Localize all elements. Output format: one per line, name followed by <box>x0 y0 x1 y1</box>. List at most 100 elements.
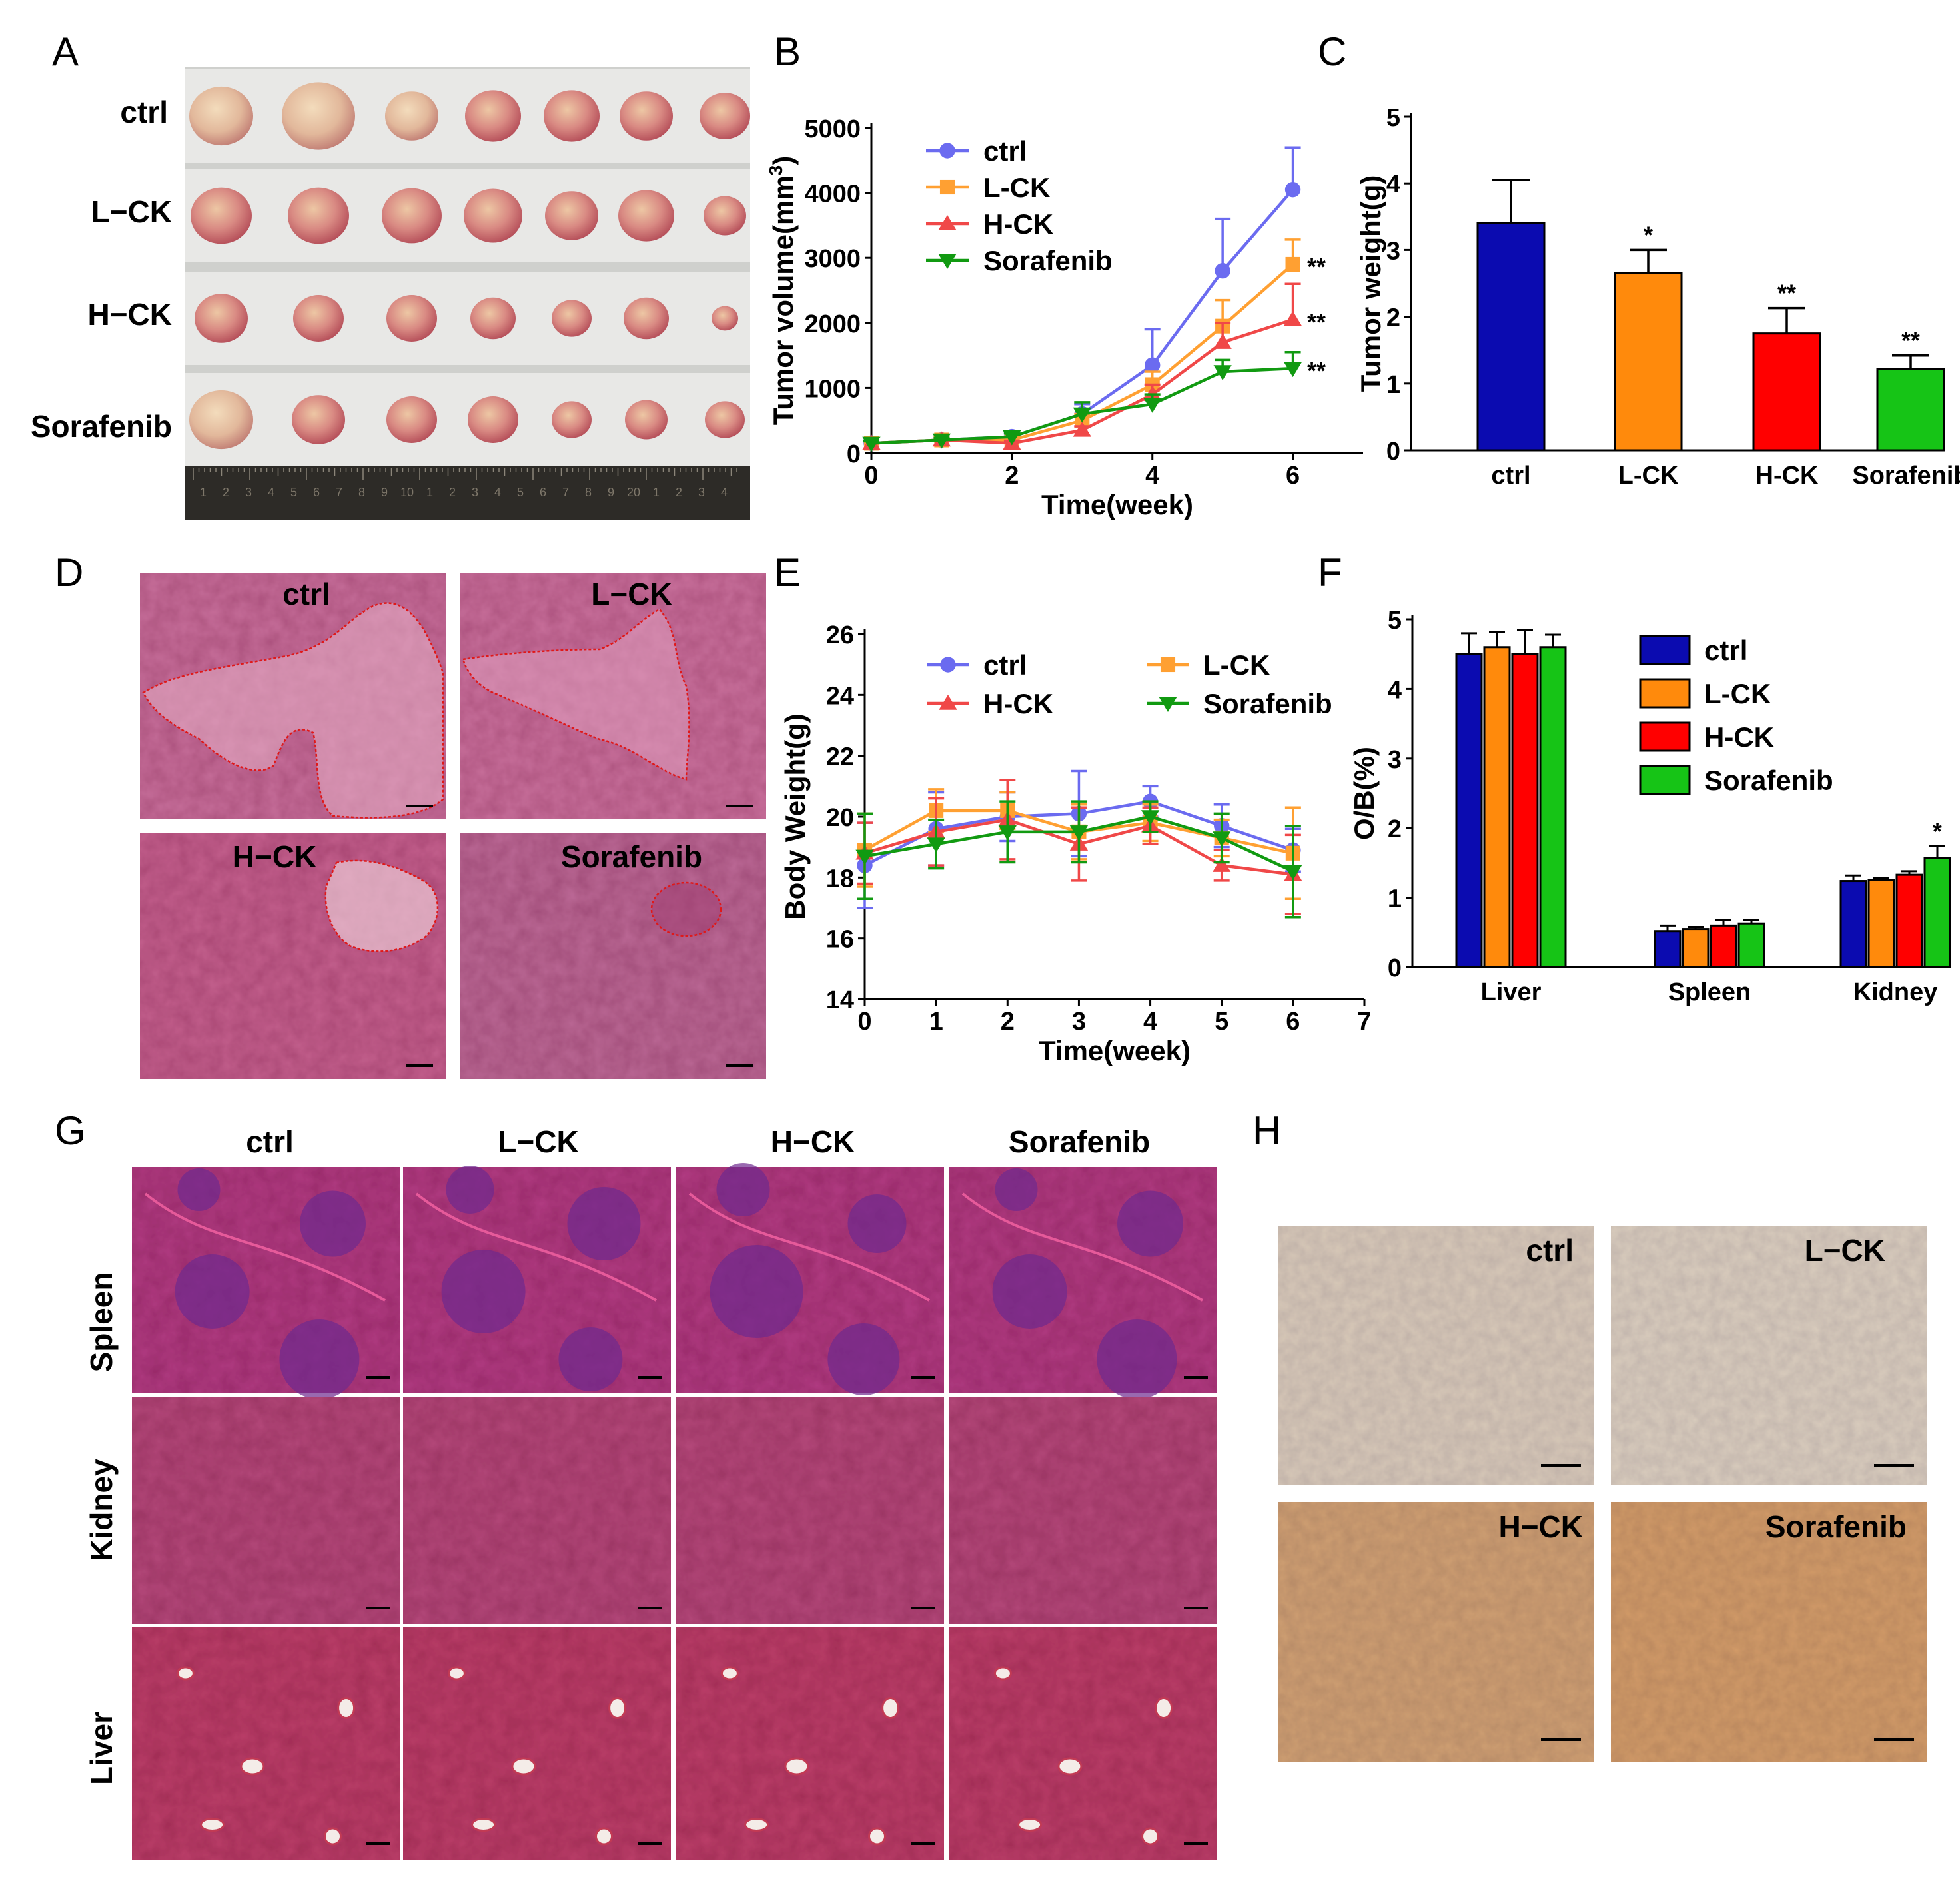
tumor <box>544 90 600 142</box>
data-point <box>998 825 1017 841</box>
y-tick-label: 5 <box>1386 104 1400 132</box>
data-point <box>855 849 874 865</box>
bar-H-CK <box>1752 332 1821 452</box>
bar-Kidney-ctrl <box>1839 880 1867 968</box>
y-tick-label: 4 <box>1386 171 1400 198</box>
vessel <box>200 1818 225 1832</box>
legend-label: H-CK <box>1704 721 1774 753</box>
vessel <box>720 1666 739 1681</box>
x-tick-label: 6 <box>1286 462 1300 490</box>
panel-label-e: E <box>774 550 801 595</box>
ruler-number: 5 <box>290 486 297 499</box>
ruler-number: 3 <box>245 486 252 499</box>
ruler-number: 2 <box>223 486 229 499</box>
x-tick-label: 7 <box>1357 1008 1371 1036</box>
ruler-number: 4 <box>494 486 501 499</box>
data-point <box>1283 362 1302 378</box>
y-tick-label: 1 <box>1386 371 1400 399</box>
vessel <box>881 1697 900 1719</box>
tumor-volume-chart: 0 1000 2000 3000 4000 5000 0 2 4 6 Time(week) Tumor… <box>765 115 1363 520</box>
tumor <box>189 390 253 450</box>
x-tick-label: 5 <box>1215 1008 1228 1036</box>
y-tick-label: 2 <box>1388 815 1402 843</box>
vessel <box>337 1697 356 1719</box>
he-label-h-ck: H−CK <box>233 839 317 874</box>
x-tick-label: 0 <box>857 1008 871 1036</box>
panel-label-a: A <box>52 29 79 74</box>
legend-label: H-CK <box>983 208 1053 240</box>
legend-label: Sorafenib <box>983 245 1113 276</box>
white-pulp <box>175 1254 250 1329</box>
bar-ctrl <box>1476 222 1546 452</box>
bar-Spleen-ctrl <box>1654 930 1682 968</box>
histology-tile <box>403 1627 671 1860</box>
panel-b: B 0 1000 2000 3000 4000 5000 0 2 4 6 Time(week) Tum… <box>765 29 1363 520</box>
legend-label: ctrl <box>983 135 1027 167</box>
legend-label: ctrl <box>1704 635 1747 666</box>
x-tick-label: Sorafenib <box>1852 462 1960 490</box>
y-axis-title: Body Weight(g) <box>779 713 811 920</box>
bar-Liver-Sorafenib <box>1539 646 1567 968</box>
data-point <box>1213 857 1231 872</box>
bar-Kidney-L-CK <box>1867 879 1895 968</box>
necrosis-outline-ctrl <box>142 602 444 819</box>
tumor <box>625 400 668 440</box>
white-pulp <box>446 1166 494 1214</box>
panel-a: A 1 2 3 4 5 6 7 8 9 10 1 2 3 4 5 6 7 8 9 20 1 2 3 4 ctrl L−CK H… <box>31 29 750 520</box>
significance-marker: ** <box>1777 280 1796 307</box>
legend-marker <box>940 657 956 673</box>
y-tick-label: 16 <box>826 926 854 954</box>
ihc-image-sorafenib <box>1611 1502 1927 1762</box>
ruler-number: 3 <box>472 486 478 499</box>
data-point <box>1284 182 1301 198</box>
bar-Kidney-Sorafenib <box>1923 857 1951 968</box>
panel-e: E 14 16 18 20 22 24 26 0 1 2 3 4 5 6 7 Time(week) Body W… <box>774 550 1372 1066</box>
x-tick-label: 1 <box>929 1008 943 1036</box>
white-pulp <box>558 1327 623 1391</box>
ruler <box>185 466 750 520</box>
ruler-number: 1 <box>200 486 207 499</box>
y-tick-label: 3 <box>1386 237 1400 265</box>
ruler-number: 7 <box>562 486 569 499</box>
y-tick-label: 0 <box>847 440 861 468</box>
white-pulp <box>847 1194 907 1253</box>
bar-Sorafenib <box>1876 368 1945 452</box>
legend-swatch <box>1639 678 1691 709</box>
white-pulp <box>710 1245 803 1338</box>
vessel <box>595 1827 613 1846</box>
necrosis-outline-l-ck <box>462 608 690 781</box>
y-tick-label: 3 <box>1388 746 1402 774</box>
legend-marker <box>1159 697 1177 712</box>
x-tick-label: H-CK <box>1755 462 1819 490</box>
panel-label-h: H <box>1252 1108 1281 1153</box>
y-tick-label: 0 <box>1388 954 1402 982</box>
white-pulp <box>1097 1319 1177 1399</box>
x-tick-label: 4 <box>1143 1008 1157 1036</box>
ruler-number: 1 <box>653 486 660 499</box>
trabecula <box>144 1192 386 1302</box>
x-tick-label: 2 <box>1001 1008 1015 1036</box>
y-tick-label: 4000 <box>804 181 861 208</box>
tumor <box>288 187 349 244</box>
panel-label-b: B <box>774 29 801 74</box>
legend-label: Sorafenib <box>1203 688 1332 719</box>
data-point <box>1143 398 1162 413</box>
legend-marker <box>939 695 957 710</box>
trabecula <box>961 1192 1203 1302</box>
legend-label: H-CK <box>983 688 1053 719</box>
bar-Spleen-Sorafenib <box>1737 922 1765 968</box>
body-weight-chart: 14 16 18 20 22 24 26 0 1 2 3 4 5 6 7 Time(week) Body Wei… <box>779 621 1372 1066</box>
ihc-image-l-ck <box>1611 1226 1927 1485</box>
white-pulp <box>567 1187 641 1260</box>
tumor <box>712 306 738 331</box>
ruler-number: 20 <box>627 486 640 499</box>
panel-label-c: C <box>1318 29 1346 74</box>
column-label-l-ck: L−CK <box>498 1124 578 1159</box>
tumor-weight-chart: 0 1 2 3 4 5 Tumor weight(g) ctrl L-CK * H-CK ** Sora… <box>1355 104 1960 490</box>
tumor <box>464 188 522 243</box>
ruler-numbers: 1 2 3 4 5 6 7 8 9 10 1 2 3 4 5 6 7 8 9 20 1 2 3 4 <box>200 486 728 499</box>
tumor <box>705 401 745 438</box>
vessel <box>1057 1757 1083 1776</box>
panel-label-g: G <box>55 1108 86 1153</box>
panel-h: H ctrl L−CK H−CK Sorafenib <box>1252 1108 1927 1762</box>
